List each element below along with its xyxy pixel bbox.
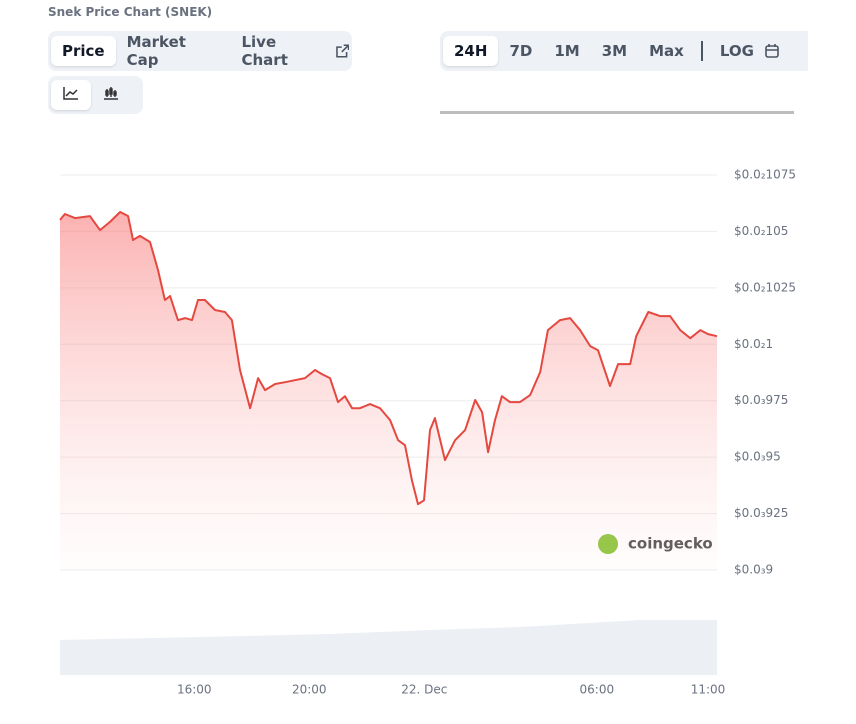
scrollbar (440, 111, 794, 114)
line-icon (63, 87, 78, 100)
candle-icon (104, 87, 118, 100)
y-tick-label: $0.0₃9 (734, 563, 773, 577)
tab-bar: Price Market Cap Live Chart (48, 31, 352, 71)
range-button[interactable]: 1M (554, 42, 580, 60)
range-button[interactable]: 7D (509, 42, 533, 60)
range-button[interactable]: 3M (601, 42, 628, 60)
y-tick-label: $0.0₂1 (734, 337, 773, 351)
x-tick-label: 22. Dec (401, 683, 447, 697)
y-tick-label: $0.0₃95 (734, 450, 781, 464)
x-tick-label: 06:00 (580, 683, 615, 697)
chart-title: Snek Price Chart (SNEK) (48, 5, 213, 19)
divider (700, 41, 703, 61)
x-tick-label: 16:00 (177, 683, 212, 697)
range-button[interactable]: LOG (719, 42, 754, 60)
x-tick-label: 20:00 (292, 683, 327, 697)
y-tick-label: $0.0₃975 (734, 393, 788, 407)
range-bar: 24H 7D 1M 3M Max LOG (440, 31, 808, 71)
price-line (59, 211, 718, 506)
range-button[interactable]: Max (649, 42, 684, 60)
y-tick-label: $0.0₃925 (734, 506, 788, 520)
chart-type-bar (48, 76, 143, 114)
external-icon (335, 44, 349, 58)
price-area (60, 212, 717, 570)
calendar-icon[interactable] (765, 44, 779, 58)
volume-area (60, 620, 717, 675)
range-button[interactable]: 24H (443, 36, 499, 66)
tab[interactable]: Price (51, 36, 116, 66)
y-tick-label: $0.0₂1025 (734, 280, 796, 294)
candle-chart-button[interactable] (91, 80, 131, 110)
x-tick-label: 11:00 (691, 683, 726, 697)
y-tick-label: $0.0₂105 (734, 224, 788, 238)
tab[interactable]: Live Chart (241, 33, 288, 69)
tab[interactable]: Market Cap (126, 33, 186, 69)
line-chart-button[interactable] (51, 80, 91, 110)
y-tick-label: $0.0₂1075 (734, 168, 796, 182)
